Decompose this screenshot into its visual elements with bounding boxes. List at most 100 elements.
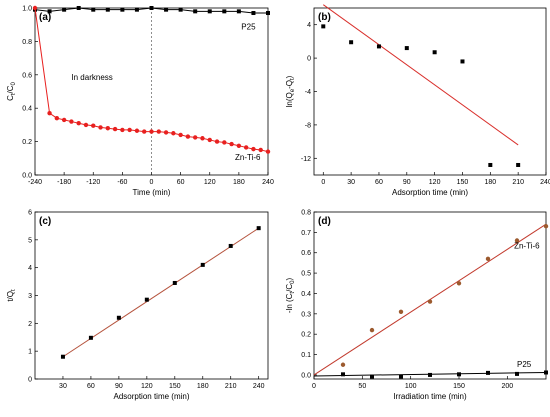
data-point — [543, 224, 549, 229]
y-tick-label: 6 — [28, 210, 32, 217]
x-tick-label: 240 — [540, 179, 550, 186]
y-tick-label: 0.1 — [301, 352, 311, 359]
data-point — [341, 372, 345, 377]
data-point — [69, 119, 74, 124]
y-axis-label: Ct/C0 — [6, 81, 17, 100]
x-tick-label: 150 — [169, 383, 181, 390]
data-point — [207, 9, 212, 14]
y-tick-label: 1.0 — [22, 6, 32, 13]
data-point — [222, 140, 227, 145]
y-tick-label: 3 — [28, 293, 32, 300]
data-point — [200, 136, 205, 141]
x-tick-label: 180 — [197, 383, 209, 390]
panel-label: (c) — [39, 216, 51, 227]
x-tick-label: 30 — [59, 383, 67, 390]
data-point — [404, 46, 409, 51]
y-tick-label: 0.0 — [301, 372, 311, 379]
y-tick-label: 0.4 — [22, 106, 32, 113]
data-point — [251, 11, 256, 16]
panel-d: (d) 0 50 100 150 200 0.0 0.1 0.2 0.3 0.4 0.5 0.6 0.7 0… — [285, 210, 549, 401]
y-tick-label: 0.8 — [301, 210, 311, 217]
data-point — [456, 281, 462, 286]
data-point — [265, 149, 271, 154]
panel-label: (b) — [318, 12, 331, 23]
data-point — [83, 122, 89, 128]
data-point — [178, 7, 183, 12]
x-tick-label: -60 — [117, 179, 127, 186]
data-point — [62, 7, 67, 12]
x-tick-label: 90 — [115, 383, 123, 390]
y-tick-label: 0.6 — [22, 72, 32, 79]
data-point — [485, 256, 491, 262]
x-axis-label: Time (min) — [133, 188, 171, 197]
x-tick-label: 30 — [347, 179, 355, 186]
y-axis-label: -ln (Ct/C0) — [285, 278, 296, 314]
y-tick-label: 2 — [28, 321, 32, 328]
panel-a: (a) -240 -180 -120 -60 0 60 120 180 240 0.0 0.2 0.4 0… — [6, 6, 274, 198]
data-point — [514, 238, 520, 243]
x-tick-label: 240 — [262, 179, 274, 186]
data-point — [47, 9, 52, 14]
data-point — [236, 9, 241, 14]
panel-b: (b) 0 30 60 90 120 150 180 210 240 -12 -8 -4 0 4 Adsorp… — [285, 4, 550, 197]
annotation: In darkness — [71, 73, 112, 82]
data-point — [76, 121, 81, 126]
y-tick-label: 0.0 — [22, 173, 32, 180]
data-point — [376, 44, 381, 49]
x-axis-label: Adsorption time (min) — [113, 392, 189, 401]
data-point — [222, 9, 227, 14]
plot-frame — [313, 211, 547, 380]
x-tick-label: 180 — [484, 179, 496, 186]
y-tick-label: 0 — [307, 56, 311, 63]
data-point — [149, 129, 154, 134]
data-point — [428, 372, 432, 377]
series-label: P25 — [241, 23, 256, 32]
y-tick-label: -12 — [301, 156, 311, 163]
data-point — [193, 9, 198, 14]
x-tick-label: 120 — [429, 179, 441, 186]
y-tick-label: 0.6 — [301, 250, 311, 257]
panel-c: (c) 30 60 90 120 150 180 210 240 0 1 2 3 4 5 6 Adsorptio… — [6, 210, 269, 401]
y-tick-label: 0.7 — [301, 230, 311, 237]
data-point — [427, 299, 433, 304]
data-point — [460, 59, 465, 64]
data-point — [515, 371, 519, 376]
data-point — [76, 6, 81, 10]
y-tick-label: 4 — [307, 22, 311, 29]
panel-label: (a) — [39, 12, 51, 23]
data-point — [266, 11, 270, 16]
data-point — [32, 5, 38, 11]
data-point — [171, 131, 176, 136]
x-tick-label: 210 — [225, 383, 237, 390]
data-point — [164, 7, 169, 12]
series-label: Zn-Ti-6 — [514, 242, 540, 251]
y-axis-label: t/Qt — [6, 289, 17, 302]
data-point — [185, 134, 191, 139]
data-point — [134, 7, 139, 12]
series-label: Zn-Ti-6 — [235, 153, 261, 162]
series-0: P25 — [33, 6, 270, 32]
series-1: Zn-Ti-6 — [32, 5, 271, 162]
data-point — [112, 126, 118, 132]
y-tick-label: 0 — [28, 377, 32, 384]
data-point — [142, 129, 147, 134]
data-point — [370, 374, 374, 379]
plot-frame — [313, 7, 547, 176]
fit-line — [62, 227, 259, 358]
data-point — [60, 354, 65, 359]
x-tick-label: -180 — [57, 179, 71, 186]
data-point — [349, 40, 354, 45]
data-point — [192, 135, 198, 140]
data-point — [488, 162, 493, 167]
x-tick-label: 150 — [457, 179, 469, 186]
x-tick-label: 60 — [177, 179, 185, 186]
x-tick-label: -240 — [28, 179, 42, 186]
series-1: P25 — [313, 360, 548, 379]
y-tick-label: 0.5 — [301, 271, 311, 278]
data-point — [98, 125, 103, 130]
x-tick-label: 200 — [501, 383, 513, 390]
x-tick-label: 0 — [150, 179, 154, 186]
series-label: P25 — [517, 360, 532, 369]
data-point — [156, 129, 161, 134]
data-point — [88, 335, 93, 340]
